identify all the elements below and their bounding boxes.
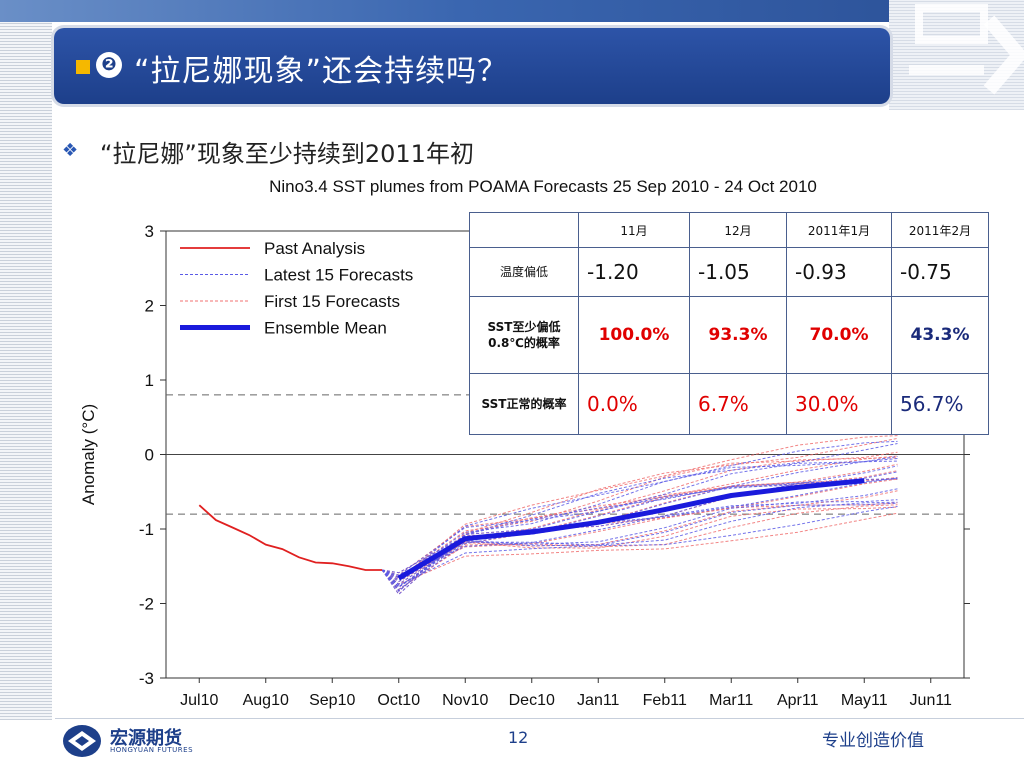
top-right-decor bbox=[889, 0, 1024, 110]
table-cell: 93.3% bbox=[689, 296, 787, 374]
table-cell: -1.20 bbox=[578, 247, 690, 297]
latest-forecast-line bbox=[381, 443, 898, 593]
latest-forecast-line bbox=[382, 477, 898, 574]
first-forecast-line bbox=[381, 437, 898, 592]
table-row: 温度偏低 -1.20 -1.05 -0.93 -0.75 bbox=[469, 247, 989, 297]
table-row-label: SST正常的概率 bbox=[469, 373, 579, 435]
first-forecast-line bbox=[381, 502, 898, 588]
table-header-cell: 12月 bbox=[689, 212, 787, 248]
x-tick-label: Oct10 bbox=[377, 692, 420, 709]
footer-divider bbox=[55, 718, 1024, 719]
first-forecast-line bbox=[381, 451, 898, 579]
x-tick-label: Dec10 bbox=[509, 692, 555, 709]
x-tick-label: Jan11 bbox=[577, 692, 620, 709]
table-row-label: 温度偏低 bbox=[469, 247, 579, 297]
x-tick-label: Feb11 bbox=[643, 692, 687, 709]
table-header-cell: 11月 bbox=[578, 212, 690, 248]
bullet-text: “拉尼娜”现象至少持续到2011年初 bbox=[100, 140, 474, 168]
x-tick-label: May11 bbox=[841, 692, 888, 709]
table-row: SST正常的概率 0.0% 6.7% 30.0% 56.7% bbox=[469, 373, 989, 435]
latest-forecast-line bbox=[381, 440, 898, 581]
latest-forecast-line bbox=[381, 499, 898, 588]
table-cell: 100.0% bbox=[578, 296, 690, 374]
latest-forecast-line bbox=[381, 458, 898, 596]
table-cell: 6.7% bbox=[689, 373, 787, 435]
x-tick-label: Jun11 bbox=[910, 692, 953, 709]
company-logo-icon bbox=[63, 725, 101, 757]
title-bar: ❷ “拉尼娜现象”还会持续吗？ bbox=[54, 28, 890, 104]
table-cell: 30.0% bbox=[786, 373, 892, 435]
latest-forecast-line bbox=[381, 502, 898, 583]
first-forecast-line bbox=[381, 470, 898, 588]
table-header-row: 11月 12月 2011年1月 2011年2月 bbox=[469, 212, 989, 248]
page-number: 12 bbox=[508, 728, 529, 747]
table-header-cell bbox=[469, 212, 579, 248]
brand-swoosh-icon bbox=[909, 4, 1024, 95]
ensemble-mean-line bbox=[397, 478, 865, 581]
first-forecast-line bbox=[381, 457, 898, 576]
top-decor-strip bbox=[0, 0, 1024, 22]
left-decor-strip bbox=[0, 0, 52, 720]
table-cell: -0.93 bbox=[786, 247, 892, 297]
y-tick-label: 2 bbox=[145, 297, 154, 316]
x-tick-label: Mar11 bbox=[709, 692, 753, 709]
title-number-badge: ❷ bbox=[96, 52, 122, 78]
table-cell: -1.05 bbox=[689, 247, 787, 297]
y-tick-label: 1 bbox=[145, 371, 154, 390]
y-tick-label: -2 bbox=[139, 595, 154, 614]
latest-forecast-line bbox=[381, 455, 898, 579]
table-cell: 56.7% bbox=[891, 373, 989, 435]
table-cell: 43.3% bbox=[891, 296, 989, 374]
y-axis-label: Anomaly (°C) bbox=[79, 404, 98, 505]
x-tick-label: Sep10 bbox=[309, 692, 355, 709]
table-row-label: SST至少偏低0.8℃的概率 bbox=[469, 296, 579, 374]
page-title: “拉尼娜现象”还会持续吗？ bbox=[134, 54, 509, 89]
latest-forecast-line bbox=[381, 506, 898, 586]
x-tick-label: Jul10 bbox=[180, 692, 218, 709]
table-header-cell: 2011年2月 bbox=[891, 212, 989, 248]
title-square-icon bbox=[76, 60, 90, 74]
table-cell: -0.75 bbox=[891, 247, 989, 297]
latest-forecast-line bbox=[381, 501, 898, 588]
x-tick-label: Aug10 bbox=[243, 692, 289, 709]
y-tick-label: -3 bbox=[139, 669, 154, 688]
x-tick-label: Nov10 bbox=[442, 692, 488, 709]
latest-forecast-line bbox=[381, 460, 898, 576]
first-forecast-line bbox=[381, 512, 898, 585]
company-name: 宏源期货 bbox=[110, 728, 182, 749]
y-tick-label: -1 bbox=[139, 520, 154, 539]
table-header-cell: 2011年1月 bbox=[786, 212, 892, 248]
table-cell: 70.0% bbox=[786, 296, 892, 374]
diamond-bullet-icon: ❖ bbox=[62, 140, 79, 161]
legend-first-forecasts-label: First 15 Forecasts bbox=[264, 292, 400, 311]
company-name-en: HONGYUAN FUTURES bbox=[110, 746, 194, 754]
latest-forecast-line bbox=[381, 488, 898, 578]
first-forecast-line bbox=[381, 455, 898, 595]
chart-title: Nino3.4 SST plumes from POAMA Forecasts … bbox=[269, 177, 817, 196]
forecast-table: 11月 12月 2011年1月 2011年2月 温度偏低 -1.20 -1.05… bbox=[469, 212, 989, 435]
legend-ensemble-mean-label: Ensemble Mean bbox=[264, 319, 387, 338]
y-tick-label: 0 bbox=[145, 446, 154, 465]
first-forecast-line bbox=[381, 435, 898, 581]
latest-forecast-line bbox=[381, 477, 898, 591]
past-analysis-line bbox=[198, 504, 383, 571]
table-row: SST至少偏低0.8℃的概率 100.0% 93.3% 70.0% 43.3% bbox=[469, 296, 989, 374]
footer-slogan: 专业创造价值 bbox=[822, 731, 924, 751]
x-tick-label: Apr11 bbox=[777, 692, 819, 709]
legend-latest-forecasts-label: Latest 15 Forecasts bbox=[264, 266, 413, 285]
legend-past-analysis-label: Past Analysis bbox=[264, 239, 365, 258]
table-cell: 0.0% bbox=[578, 373, 690, 435]
first-forecast-line bbox=[382, 476, 898, 574]
y-tick-label: 3 bbox=[145, 222, 154, 241]
